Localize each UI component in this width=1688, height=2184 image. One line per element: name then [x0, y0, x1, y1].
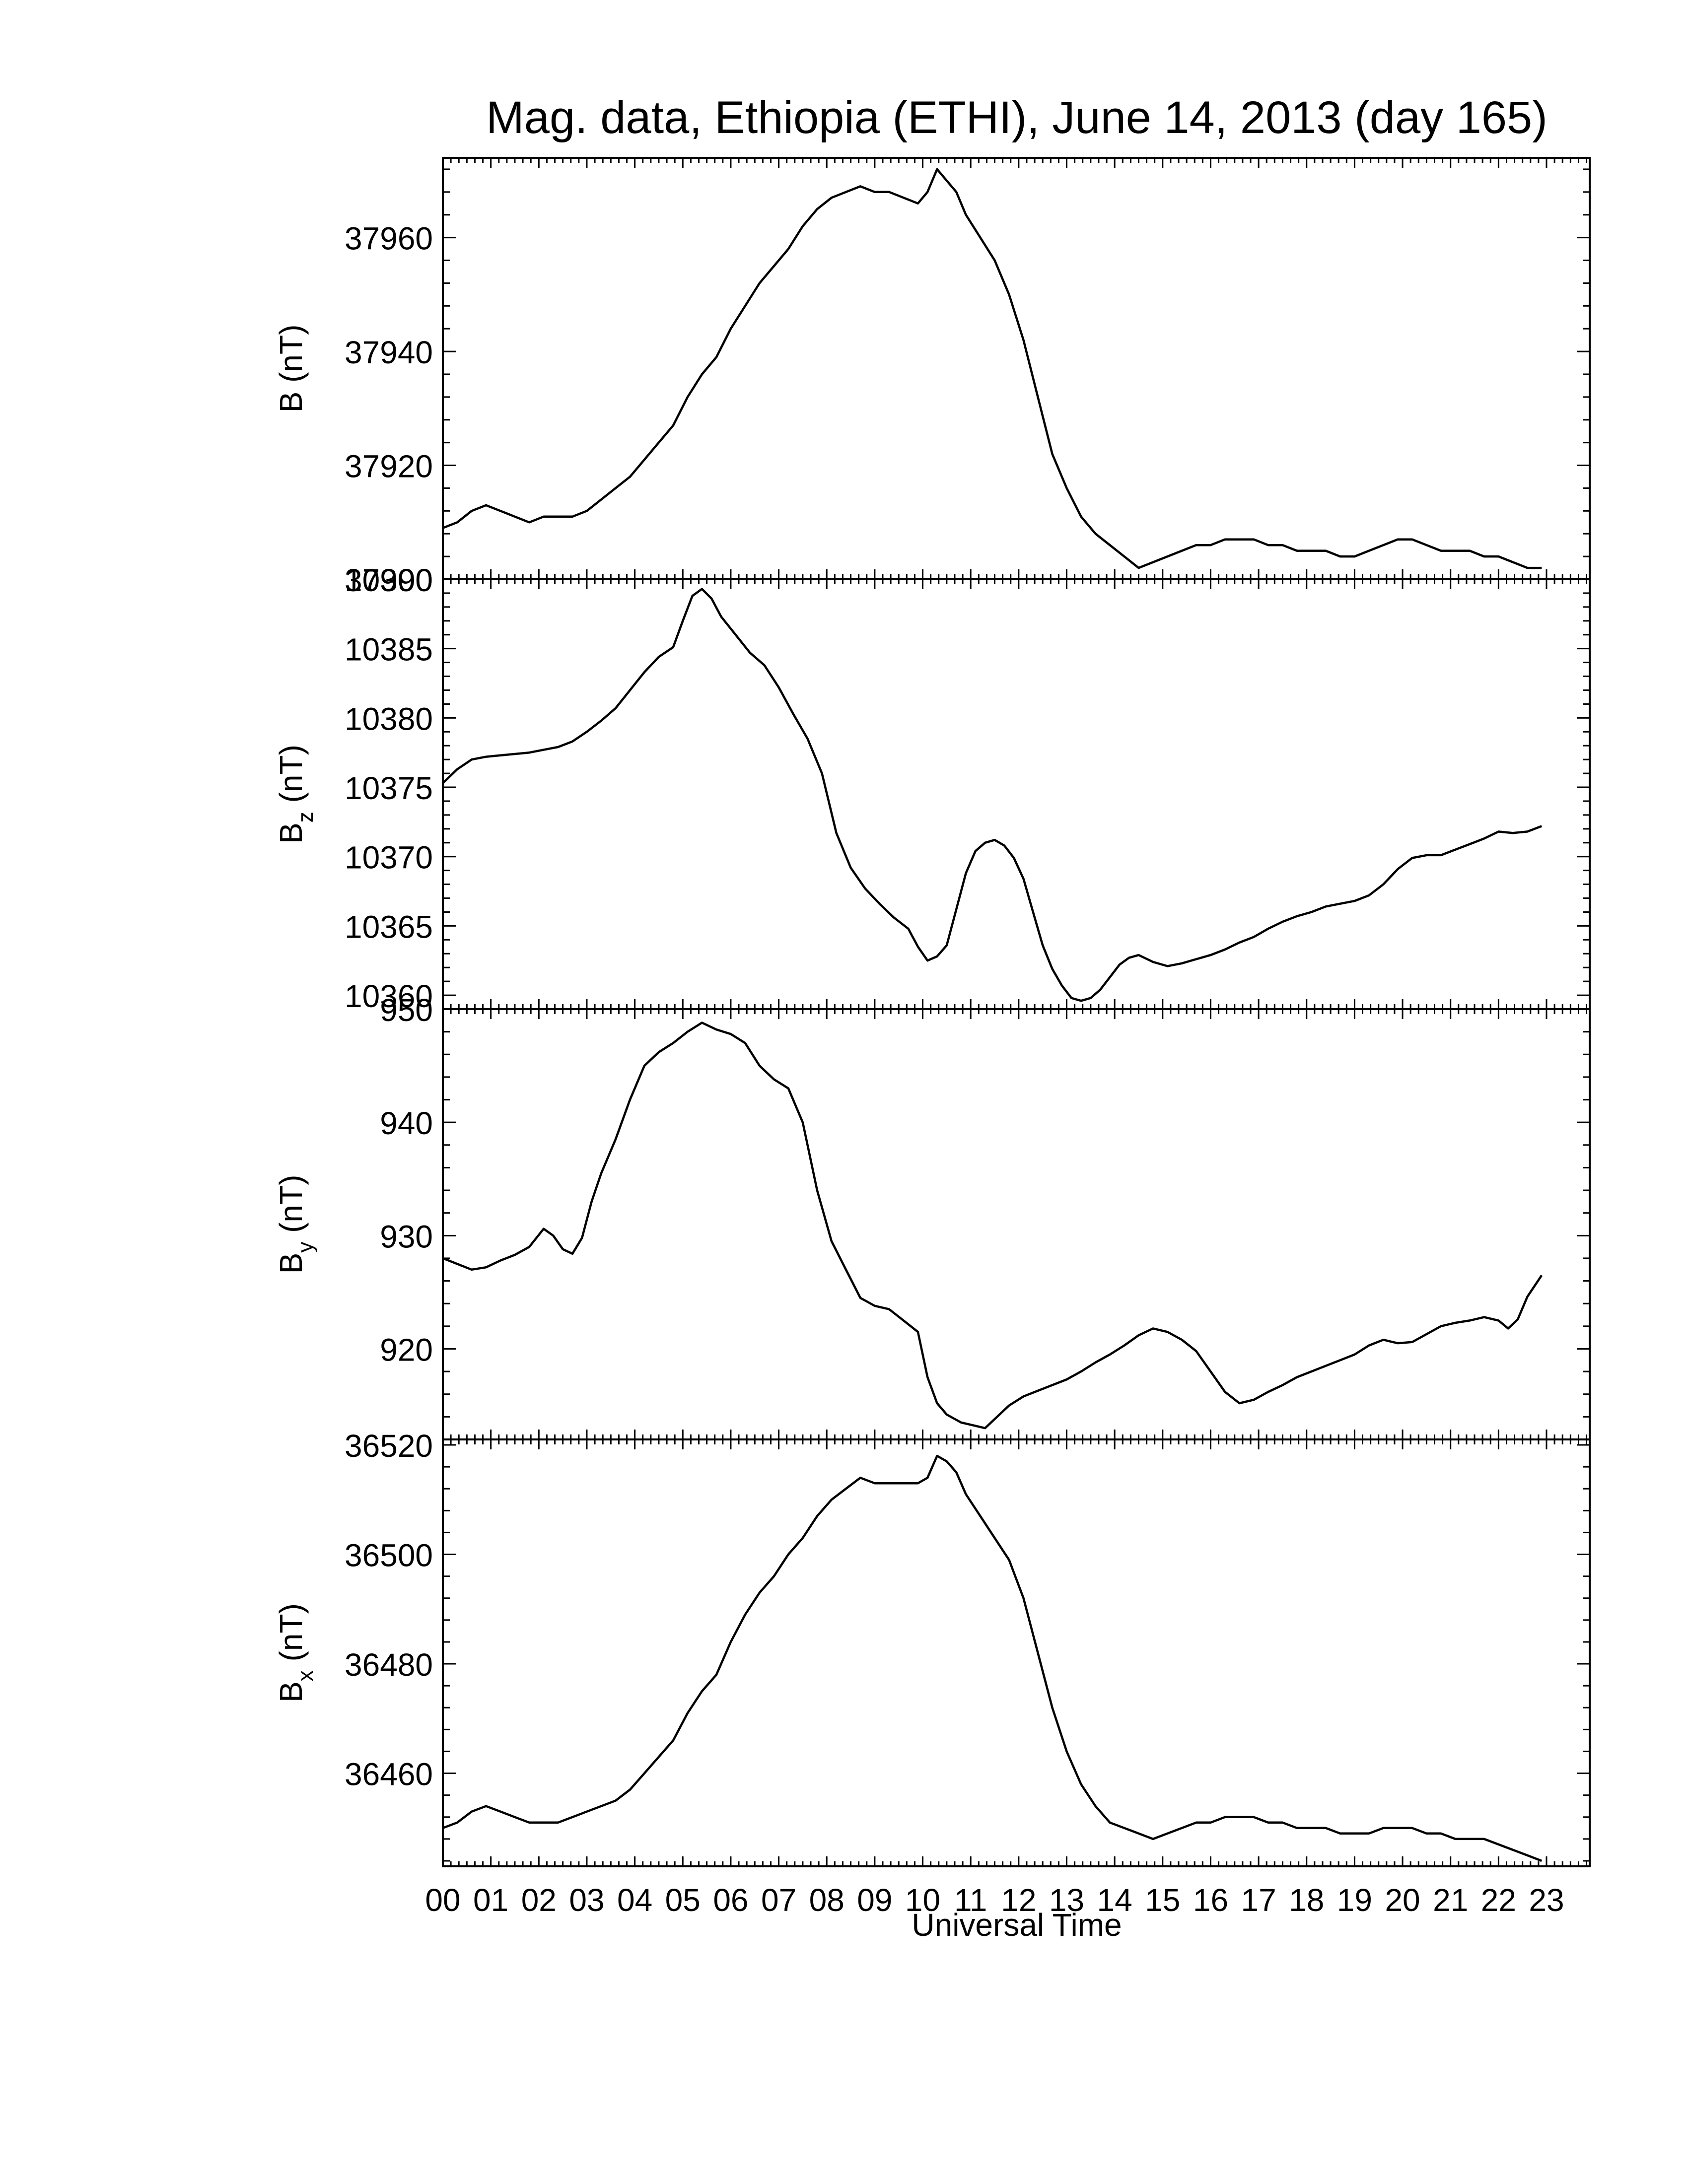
x-tick-label: 20 [1385, 1882, 1420, 1918]
y-tick-label: 36520 [345, 1428, 433, 1464]
y-axis-title-unit: (nT) [273, 1175, 309, 1242]
y-tick-label: 36500 [345, 1538, 433, 1573]
x-tick-label: 12 [1001, 1882, 1036, 1918]
y-axis-title-subscript: z [293, 812, 318, 822]
series-line [442, 1454, 1543, 1862]
x-tick-label: 05 [665, 1882, 701, 1918]
y-axis-title: By (nT) [273, 1175, 318, 1274]
series-line [442, 1022, 1543, 1430]
y-axis-title-main: B [273, 392, 309, 413]
x-tick-label: 07 [761, 1882, 796, 1918]
y-tick-label: 10390 [345, 562, 433, 598]
x-tick-label: 09 [857, 1882, 892, 1918]
x-tick-label: 21 [1433, 1882, 1468, 1918]
y-tick-label: 10370 [345, 840, 433, 876]
y-axis-title-subscript: x [293, 1670, 318, 1681]
y-axis-title: Bx (nT) [273, 1603, 318, 1703]
x-tick-label: 16 [1193, 1882, 1228, 1918]
panel-2: 10360 10365 10370 10375 10380 10385 10390 Bz (n… [273, 562, 1591, 1014]
x-axis-tick-labels: 00 01 02 03 04 05 06 07 08 09 10 11 12 13 14 15 16 17 18 19… [425, 1882, 1564, 1918]
x-axis-title: Universal Time [912, 1907, 1122, 1943]
y-tick-label: 10360 [345, 978, 433, 1014]
y-tick-label: 36460 [345, 1757, 433, 1792]
series-line [442, 588, 1543, 1002]
x-tick-label: 02 [521, 1882, 557, 1918]
plot-frame [442, 1008, 1591, 1440]
plot-frame [442, 578, 1591, 1010]
x-tick-label: 03 [569, 1882, 604, 1918]
y-axis-title-subscript: y [293, 1242, 318, 1253]
y-axis-title-unit: (nT) [273, 325, 309, 392]
y-tick-label: 10380 [345, 701, 433, 737]
y-tick-label: 37940 [345, 335, 433, 370]
series-line [442, 168, 1542, 569]
x-tick-label: 13 [1049, 1882, 1084, 1918]
x-tick-label: 17 [1241, 1882, 1276, 1918]
chart-title: Mag. data, Ethiopia (ETHI), June 14, 201… [486, 92, 1547, 143]
x-tick-label: 18 [1289, 1882, 1324, 1918]
y-tick-label: 37900 [345, 562, 433, 598]
y-axis-title-unit: (nT) [273, 745, 309, 812]
x-tick-label: 06 [713, 1882, 748, 1918]
panel-4: 36460 36480 36500 36520 Bx (nT) [273, 1428, 1591, 1867]
y-tick-label: 36480 [345, 1647, 433, 1683]
x-tick-label: 15 [1145, 1882, 1180, 1918]
x-tick-label: 22 [1481, 1882, 1516, 1918]
panel-1: 37900 37920 37940 37960 B (nT) [273, 157, 1591, 598]
y-axis-title: B (nT) [273, 325, 309, 413]
y-axis-title-main: B [273, 1681, 309, 1703]
y-tick-label: 930 [380, 1219, 433, 1254]
x-tick-label: 08 [809, 1882, 844, 1918]
x-tick-label: 23 [1529, 1882, 1564, 1918]
x-tick-label: 04 [617, 1882, 652, 1918]
y-axis-title-main: B [273, 822, 309, 844]
x-tick-label: 19 [1337, 1882, 1372, 1918]
panel-3: 920 930 940 950 By (nT) [273, 992, 1591, 1440]
plot-frame [442, 157, 1591, 580]
plot-frame [442, 1438, 1591, 1867]
x-tick-label: 14 [1097, 1882, 1132, 1918]
y-tick-label: 37960 [345, 221, 433, 257]
x-tick-label: 01 [473, 1882, 508, 1918]
y-axis-title: Bz (nT) [273, 745, 318, 844]
y-tick-label: 920 [380, 1332, 433, 1367]
x-tick-label: 11 [954, 1882, 987, 1918]
x-tick-label: 00 [425, 1882, 460, 1918]
y-axis-title-unit: (nT) [273, 1603, 309, 1670]
y-axis-title-main: B [273, 1253, 309, 1274]
y-tick-label: 10365 [345, 909, 433, 945]
y-tick-label: 950 [380, 992, 433, 1028]
y-tick-label: 37920 [345, 449, 433, 484]
y-tick-label: 10385 [345, 632, 433, 668]
y-tick-label: 10375 [345, 770, 433, 806]
y-tick-label: 940 [380, 1105, 433, 1141]
x-tick-label: 10 [905, 1882, 940, 1918]
